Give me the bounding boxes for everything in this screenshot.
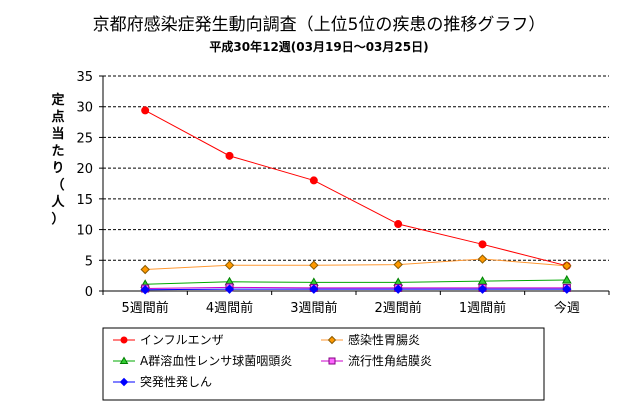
x-tick-labels: 5週間前 4週間前 3週間前 2週間前 1週間前 今週: [122, 300, 580, 316]
data-point: [309, 260, 319, 270]
data-point: [140, 264, 150, 275]
series-5: [140, 284, 572, 295]
x-tick-label: 2週間前: [375, 300, 422, 316]
data-point: [562, 261, 572, 271]
y-axis-label: 定点当たり（人）: [50, 92, 65, 227]
series-line: [145, 288, 567, 291]
data-point: [141, 106, 150, 115]
legend-marker: [119, 356, 129, 364]
x-tick-label: 5週間前: [122, 300, 169, 316]
legend-item-2: 感染性胃腸炎: [321, 332, 420, 347]
y-tick-label: 15: [76, 193, 93, 208]
y-tick-label: 5: [85, 254, 93, 269]
chart-subtitle: 平成30年12週(03月19日～03月25日): [209, 39, 428, 54]
data-point: [140, 285, 150, 295]
legend-label: 感染性胃腸炎: [348, 332, 420, 347]
legend-marker: [120, 336, 128, 344]
legend-marker: [328, 357, 336, 365]
series-1: [141, 106, 571, 270]
legend-label: インフルエンザ: [140, 333, 224, 347]
y-tick-label: 20: [76, 162, 93, 177]
y-tick-labels: 0 5 10 15 20 25 30 35: [76, 70, 93, 300]
x-tick-label: 今週: [554, 300, 580, 316]
x-tick-label: 4週間前: [206, 300, 253, 316]
data-point: [394, 220, 403, 229]
data-point: [309, 176, 318, 185]
x-tick-label: 1週間前: [459, 300, 506, 316]
data-point: [478, 240, 487, 249]
chart-title: 京都府感染症発生動向調査（上位5位の疾患の推移グラフ）: [93, 15, 546, 35]
data-point: [561, 274, 572, 284]
y-tick-label: 10: [76, 224, 93, 239]
data-point: [393, 284, 403, 294]
legend-box: [102, 327, 545, 401]
data-point: [562, 284, 572, 294]
series-line: [145, 279, 567, 285]
y-tick-label: 0: [85, 285, 93, 300]
legend-marker: [327, 335, 337, 345]
legend-item-1: インフルエンザ: [113, 333, 224, 347]
data-point: [225, 151, 234, 160]
y-axis-title: 定点当たり（人）: [50, 92, 65, 227]
y-tick-label: 25: [76, 131, 93, 146]
axes: [99, 75, 610, 295]
legend-item-3: A群溶血性レンサ球菌咽頭炎: [113, 353, 292, 368]
legend-label: 突発性発しん: [140, 374, 212, 389]
y-tick-label: 30: [76, 101, 93, 116]
data-point: [224, 260, 235, 270]
data-point: [477, 284, 488, 294]
x-tick-label: 3週間前: [290, 300, 337, 316]
legend-item-4: 流行性角結膜炎: [321, 354, 432, 368]
data-point: [477, 254, 488, 264]
legend-item-5: 突発性発しん: [113, 374, 212, 389]
data-point: [309, 284, 319, 294]
legend-label: 流行性角結膜炎: [348, 354, 432, 368]
series-line: [144, 109, 567, 267]
y-tick-label: 35: [76, 70, 93, 85]
series-line: [145, 286, 567, 290]
data-point: [393, 259, 403, 270]
legend-label: A群溶血性レンサ球菌咽頭炎: [140, 353, 292, 368]
data-point: [224, 284, 235, 294]
series-2: [140, 254, 572, 275]
series-line: [145, 258, 567, 270]
gridlines: [103, 75, 609, 261]
legend-marker: [119, 377, 129, 387]
series-group: [140, 106, 572, 295]
series-3: [140, 274, 572, 288]
